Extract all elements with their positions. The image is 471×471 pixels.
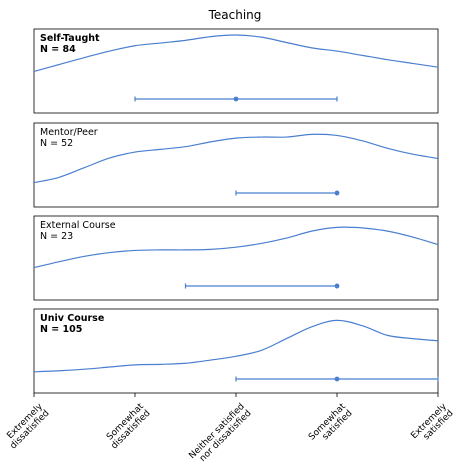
median-dot — [334, 190, 340, 196]
x-tick-label: Somewhatdissatisfied — [103, 401, 153, 451]
panel-n: N = 52 — [40, 138, 73, 149]
panel-n: N = 23 — [40, 231, 73, 242]
x-tick-label: Extremelydissatisfied — [2, 401, 52, 451]
median-dot — [233, 96, 239, 102]
x-tick-label: Somewhatsatisfied — [307, 401, 355, 449]
density-line — [33, 34, 439, 73]
panel-frame — [33, 122, 439, 208]
panel-name: Univ Course — [40, 313, 104, 324]
panel-n: N = 105 — [40, 324, 82, 335]
panel-name: External Course — [40, 220, 116, 231]
chart-title: Teaching — [208, 8, 262, 22]
x-tick-label-line: Neither satisfied — [187, 402, 246, 461]
x-tick-label: Extremelysatisfied — [409, 401, 456, 448]
x-tick-label: Neither satisfiednor dissatisfied — [187, 402, 253, 468]
panel-n: N = 84 — [40, 44, 76, 55]
density-line — [33, 319, 439, 373]
density-line — [33, 133, 439, 184]
panel-name: Mentor/Peer — [40, 127, 98, 138]
x-axis: Extremelydissatisfied Somewhatdissatisfie… — [2, 393, 456, 468]
median-dot — [334, 376, 340, 382]
median-dot — [334, 283, 340, 289]
panel-frame — [33, 215, 439, 301]
panel-name: Self-Taught — [40, 33, 100, 44]
density-line — [33, 226, 439, 269]
